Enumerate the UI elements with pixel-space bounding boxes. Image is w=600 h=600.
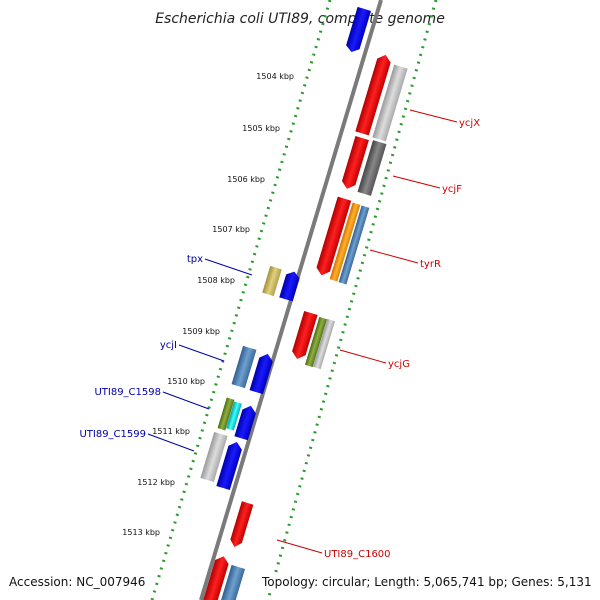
gene-ycjG-red[interactable]	[290, 311, 318, 361]
kbp-tick-label: 1511 kbp	[152, 427, 190, 436]
kbp-tick-label: 1512 kbp	[137, 478, 175, 487]
inner-dotted-track	[150, 0, 332, 600]
gene-ycjF-red[interactable]	[340, 136, 369, 191]
topology-text: Topology: circular; Length: 5,065,741 bp…	[261, 575, 592, 589]
kbp-tick-label: 1506 kbp	[227, 175, 265, 184]
kbp-scale: 1504 kbp 1505 kbp 1506 kbp 1507 kbp 1508…	[122, 72, 294, 537]
gene-tyrR-orange[interactable]	[329, 202, 361, 282]
left-gene-labels: tpx ycjI UTI89_C1598 UTI89_C1599	[79, 254, 253, 452]
gene-ycjX-red[interactable]	[355, 53, 392, 136]
gene-ycjI-steelblue[interactable]	[231, 345, 257, 389]
kbp-tick-label: 1509 kbp	[182, 327, 220, 336]
gene-ycjG-olive[interactable]	[304, 316, 328, 368]
gene-tyrR-steelblue[interactable]	[338, 205, 370, 285]
gene-top-blue[interactable]	[345, 6, 372, 54]
gene-ycjX-gray[interactable]	[372, 64, 408, 142]
gene-UTI89_C1598-blue[interactable]	[234, 404, 257, 441]
kbp-tick-label: 1507 kbp	[212, 225, 250, 234]
kbp-tick-label: 1510 kbp	[167, 377, 205, 386]
accession-text: Accession: NC_007946	[9, 575, 145, 589]
kbp-tick-label: 1513 kbp	[122, 528, 160, 537]
gene-tpx-blue[interactable]	[279, 270, 301, 302]
kbp-tick-label: 1508 kbp	[197, 276, 235, 285]
gene-UTI89_C1598-olive[interactable]	[217, 397, 235, 431]
gene-label-ycjG[interactable]: ycjG	[388, 359, 410, 370]
gene-label-ycjI[interactable]: ycjI	[160, 340, 177, 351]
gene-UTI89_C1599-blue[interactable]	[216, 440, 243, 490]
gene-UTI89_C1600-red[interactable]	[229, 501, 254, 549]
map-title: Escherichia coli UTI89, complete genome	[155, 11, 445, 27]
gene-ycjI-blue[interactable]	[249, 352, 275, 395]
kbp-tick-label: 1505 kbp	[242, 124, 280, 133]
gene-label-UTI89_C1598[interactable]: UTI89_C1598	[94, 387, 161, 398]
gene-label-tpx[interactable]: tpx	[187, 254, 203, 265]
gene-bottom-red[interactable]	[199, 554, 231, 600]
gene-label-tyrR[interactable]: tyrR	[420, 259, 441, 270]
gene-label-UTI89_C1600[interactable]: UTI89_C1600	[324, 549, 391, 560]
kbp-tick-label: 1504 kbp	[256, 72, 294, 81]
gene-ycjF-darkgray[interactable]	[357, 140, 387, 196]
gene-label-UTI89_C1599[interactable]: UTI89_C1599	[79, 429, 146, 440]
gene-UTI89_C1599-gray[interactable]	[200, 432, 228, 482]
right-gene-labels: ycjX ycjF tyrR ycjG UTI89_C1600	[276, 109, 480, 560]
gene-bottom-steelblue[interactable]	[216, 564, 246, 600]
gene-label-ycjF[interactable]: ycjF	[442, 184, 462, 195]
gene-UTI89_C1598-cyan[interactable]	[226, 401, 242, 431]
gene-ycjG-gray[interactable]	[312, 318, 336, 370]
gene-tpx-khaki[interactable]	[262, 265, 282, 297]
gene-tyrR-red[interactable]	[315, 196, 352, 278]
gene-label-ycjX[interactable]: ycjX	[459, 118, 480, 129]
